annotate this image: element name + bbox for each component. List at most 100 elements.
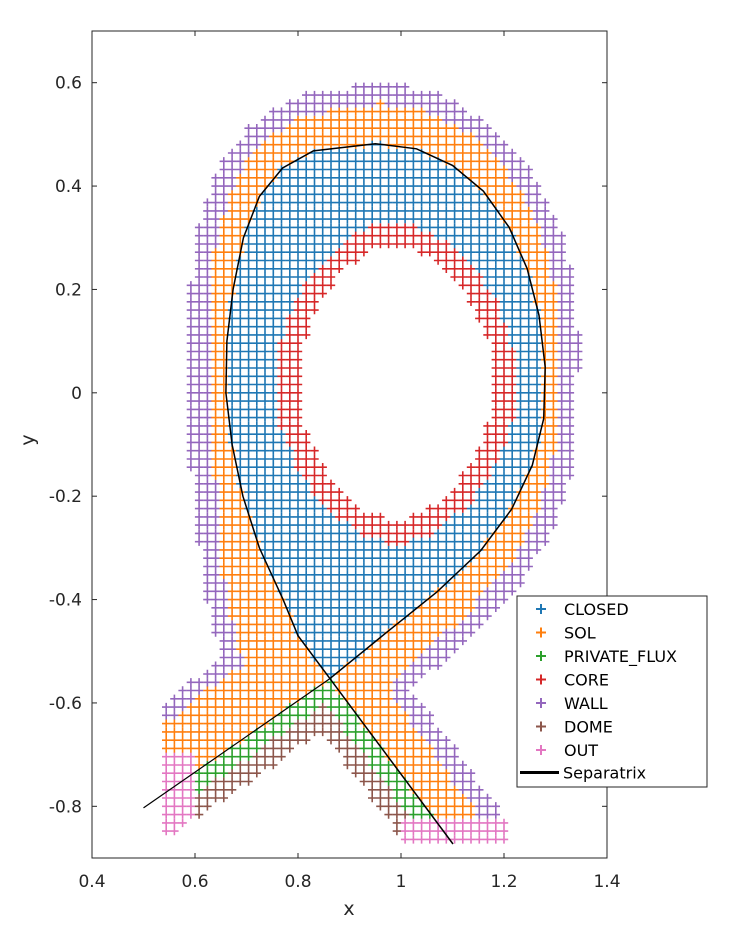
point-closed bbox=[252, 496, 261, 505]
point-closed bbox=[244, 405, 253, 414]
point-closed bbox=[318, 181, 327, 191]
point-closed bbox=[318, 190, 327, 199]
point-closed bbox=[384, 611, 393, 621]
point-wall bbox=[186, 330, 196, 340]
point-closed bbox=[318, 636, 327, 646]
point-wall bbox=[565, 330, 575, 340]
point-sol bbox=[227, 727, 237, 737]
point-sol bbox=[277, 694, 286, 703]
point-wall bbox=[549, 479, 558, 488]
point-sol bbox=[483, 570, 492, 579]
point-wall bbox=[219, 595, 228, 604]
point-closed bbox=[302, 264, 311, 273]
point-closed bbox=[326, 562, 336, 571]
point-closed bbox=[269, 438, 278, 447]
point-closed bbox=[458, 231, 467, 240]
point-sol bbox=[417, 132, 426, 141]
point-sol bbox=[450, 578, 459, 588]
point-closed bbox=[392, 587, 402, 596]
point-closed bbox=[285, 479, 294, 488]
point-sol bbox=[376, 727, 385, 737]
point-closed bbox=[285, 165, 294, 174]
point-wall bbox=[186, 463, 196, 472]
point-sol bbox=[302, 678, 311, 687]
point-sol bbox=[277, 132, 286, 141]
point-sol bbox=[442, 620, 451, 629]
point-sol bbox=[400, 661, 410, 670]
point-sol bbox=[499, 562, 509, 571]
point-closed bbox=[425, 562, 434, 571]
point-closed bbox=[516, 314, 525, 323]
point-sol bbox=[211, 372, 220, 381]
point-closed bbox=[499, 231, 509, 240]
point-sol bbox=[384, 719, 393, 728]
point-sol bbox=[277, 148, 286, 158]
point-closed bbox=[392, 545, 402, 555]
point-private-flux bbox=[310, 694, 319, 703]
point-wall bbox=[277, 124, 286, 133]
point-closed bbox=[260, 322, 270, 331]
point-closed bbox=[260, 512, 270, 522]
point-wall bbox=[565, 388, 575, 397]
point-wall bbox=[458, 777, 467, 786]
point-closed bbox=[458, 198, 467, 207]
point-closed bbox=[293, 248, 303, 257]
point-dome bbox=[293, 736, 303, 745]
point-closed bbox=[359, 554, 369, 563]
point-sol bbox=[293, 645, 303, 654]
point-closed bbox=[244, 438, 253, 447]
point-core bbox=[302, 305, 311, 315]
point-closed bbox=[310, 223, 319, 232]
point-closed bbox=[475, 239, 484, 249]
point-sol bbox=[450, 802, 459, 811]
point-closed bbox=[376, 214, 385, 224]
point-closed bbox=[376, 578, 385, 588]
point-sol bbox=[450, 132, 459, 141]
point-sol bbox=[532, 281, 542, 290]
point-wall bbox=[425, 661, 434, 670]
point-closed bbox=[277, 554, 286, 563]
point-closed bbox=[260, 347, 270, 356]
point-sol bbox=[541, 413, 550, 422]
point-closed bbox=[285, 471, 294, 480]
point-closed bbox=[252, 471, 261, 480]
point-sol bbox=[211, 330, 220, 340]
point-core bbox=[450, 248, 459, 257]
point-closed bbox=[466, 520, 476, 530]
point-closed bbox=[376, 620, 385, 629]
point-closed bbox=[326, 645, 336, 654]
point-wall bbox=[277, 107, 286, 116]
point-sol bbox=[541, 405, 550, 414]
point-wall bbox=[162, 702, 171, 712]
point-closed bbox=[260, 264, 270, 273]
point-closed bbox=[475, 264, 484, 273]
point-closed bbox=[343, 554, 352, 563]
point-closed bbox=[359, 636, 369, 646]
point-closed bbox=[343, 636, 352, 646]
point-wall bbox=[186, 454, 196, 464]
point-closed bbox=[244, 330, 253, 340]
point-closed bbox=[483, 223, 492, 232]
point-closed bbox=[384, 190, 393, 199]
point-core bbox=[392, 223, 402, 232]
point-private-flux bbox=[392, 785, 402, 794]
point-closed bbox=[302, 611, 311, 621]
point-closed bbox=[260, 463, 270, 472]
point-wall bbox=[203, 330, 212, 340]
point-core bbox=[483, 297, 492, 306]
point-closed bbox=[450, 529, 459, 538]
point-core bbox=[293, 372, 303, 381]
point-wall bbox=[466, 785, 476, 794]
point-sol bbox=[400, 653, 410, 662]
point-sol bbox=[524, 512, 533, 522]
point-closed bbox=[359, 620, 369, 629]
point-closed bbox=[244, 388, 253, 397]
point-wall bbox=[203, 405, 212, 414]
point-sol bbox=[269, 173, 278, 182]
point-closed bbox=[368, 173, 377, 182]
point-closed bbox=[359, 537, 369, 546]
point-sol bbox=[293, 124, 303, 133]
point-out bbox=[162, 810, 171, 819]
x-tick-label: 1.4 bbox=[593, 872, 620, 892]
point-closed bbox=[326, 587, 336, 596]
